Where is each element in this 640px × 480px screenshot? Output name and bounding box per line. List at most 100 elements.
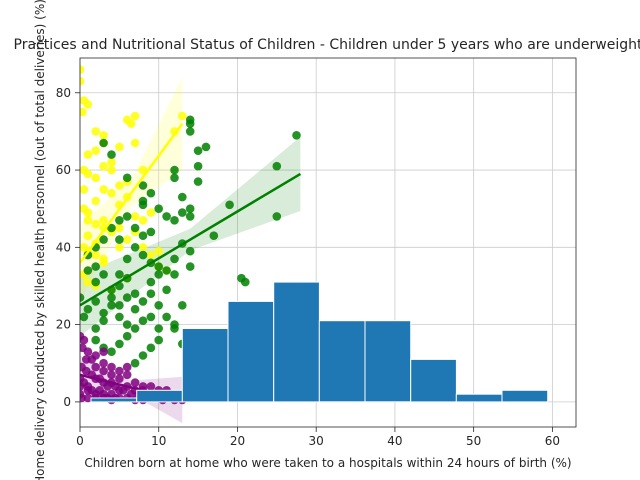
scatter-point xyxy=(107,223,116,233)
scatter-point xyxy=(99,185,108,194)
scatter-point xyxy=(138,216,148,225)
scatter-point xyxy=(115,366,124,376)
scatter-point xyxy=(83,266,93,275)
scatter-point xyxy=(272,161,282,171)
scatter-point xyxy=(146,382,156,391)
scatter-point xyxy=(80,312,89,322)
histogram-bar xyxy=(364,320,412,403)
scatter-point xyxy=(185,246,195,256)
scatter-point xyxy=(193,146,203,155)
scatter-point xyxy=(130,324,140,333)
scatter-point xyxy=(138,243,148,252)
scatter-point xyxy=(146,312,156,322)
scatter-point xyxy=(83,347,93,357)
scatter-point xyxy=(115,312,124,322)
y-tick-label: 20 xyxy=(56,318,71,332)
scatter-point xyxy=(178,192,187,202)
x-axis-ticks: 0 10 20 30 40 50 60 xyxy=(76,427,560,448)
scatter-point xyxy=(99,131,108,140)
scatter-point xyxy=(178,111,187,121)
scatter-point xyxy=(115,339,124,349)
scatter-point xyxy=(130,223,140,233)
scatter-point xyxy=(185,262,195,271)
scatter-point xyxy=(170,254,179,264)
scatter-point xyxy=(154,204,163,213)
scatter-point xyxy=(91,262,100,271)
scatter-point xyxy=(107,165,116,175)
scatter-point xyxy=(80,76,85,86)
scatter-point xyxy=(99,347,108,357)
scatter-point xyxy=(138,297,148,306)
scatter-point xyxy=(107,293,116,302)
scatter-point xyxy=(83,393,93,403)
scatter-point xyxy=(115,216,124,225)
scatter-point xyxy=(130,138,140,148)
scatter-point xyxy=(83,277,93,287)
scatter-point xyxy=(193,177,203,186)
scatter-point xyxy=(122,362,132,372)
scatter-point xyxy=(91,324,100,333)
scatter-point xyxy=(107,370,116,380)
scatter-point xyxy=(80,65,85,74)
histogram-bar xyxy=(181,328,229,403)
scatter-point xyxy=(130,212,140,221)
scatter-point xyxy=(146,227,156,237)
scatter-point xyxy=(146,277,156,287)
scatter-point xyxy=(170,216,179,225)
scatter-point xyxy=(122,235,132,244)
scatter-point xyxy=(272,212,282,221)
scatter-point xyxy=(162,285,171,295)
scatter-point xyxy=(170,127,179,136)
y-tick-label: 0 xyxy=(63,395,71,409)
scatter-point xyxy=(99,138,108,148)
scatter-point xyxy=(80,185,89,194)
scatter-point xyxy=(91,173,100,183)
scatter-point xyxy=(99,366,108,376)
scatter-point xyxy=(138,250,148,260)
histogram-bar xyxy=(410,358,457,403)
scatter-point xyxy=(170,173,179,183)
scatter-point xyxy=(99,258,108,268)
scatter-point xyxy=(83,304,93,314)
scatter-point xyxy=(146,289,156,299)
scatter-point xyxy=(107,150,116,159)
scatter-point xyxy=(80,293,85,302)
histogram-bar xyxy=(136,389,183,403)
scatter-point xyxy=(115,243,124,252)
regression-line xyxy=(80,172,302,307)
scatter-point xyxy=(91,146,100,155)
histogram-bar xyxy=(501,389,549,403)
confidence-band xyxy=(80,136,301,337)
scatter-point xyxy=(146,250,156,260)
scatter-point xyxy=(80,382,85,391)
x-tick-label: 50 xyxy=(466,434,481,448)
scatter-point xyxy=(122,254,132,264)
histogram-bars xyxy=(90,281,549,403)
scatter-point xyxy=(130,304,140,314)
scatter-point xyxy=(130,243,140,252)
scatter-point xyxy=(99,161,108,171)
scatter-point xyxy=(83,231,93,240)
scatter-point xyxy=(138,200,148,210)
scatter-point xyxy=(225,200,234,210)
scatter-point xyxy=(107,158,116,167)
scatter-point xyxy=(91,196,100,206)
x-axis-label: Children born at home who were taken to … xyxy=(84,456,571,470)
histogram-bar xyxy=(227,300,275,403)
scatter-point xyxy=(122,370,132,380)
x-tick-label: 10 xyxy=(151,434,166,448)
scatter-point xyxy=(115,142,124,152)
scatter-point xyxy=(80,107,87,117)
scatter-point xyxy=(122,212,132,221)
scatter-point xyxy=(83,386,93,395)
x-tick-label: 30 xyxy=(309,434,324,448)
scatter-point xyxy=(107,188,116,198)
y-tick-label: 40 xyxy=(56,240,71,254)
scatter-point xyxy=(170,270,179,279)
scatter-point xyxy=(130,289,140,299)
scatter-point xyxy=(83,208,93,217)
scatter-point xyxy=(91,219,100,229)
scatter-point xyxy=(122,293,132,302)
scatter-point xyxy=(99,270,108,279)
